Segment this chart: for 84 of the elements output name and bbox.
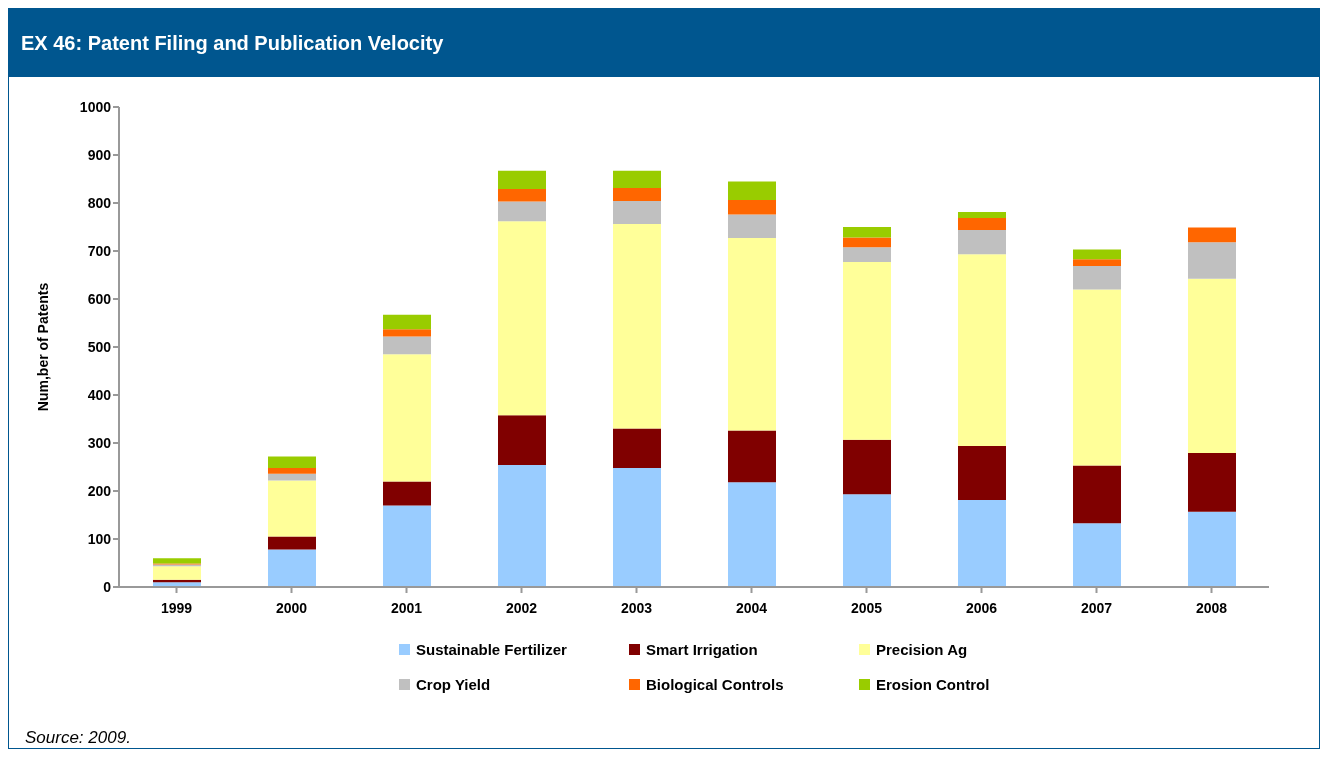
x-tick-label: 2003 [620,599,653,616]
bar [728,214,776,239]
bar [958,500,1006,587]
bar [1188,511,1236,587]
bar [958,229,1006,255]
bar [498,201,546,222]
bar [958,217,1006,230]
bar [1073,289,1121,466]
bar [613,224,661,429]
x-tick-label: 2002 [505,599,538,616]
bar [1188,242,1236,279]
y-tick-label: 600 [87,290,112,307]
y-tick-label: 300 [87,434,112,451]
bar [728,430,776,483]
bar [498,221,546,416]
chart-title: EX 46: Patent Filing and Publication Velocity [9,9,1319,77]
bar [1073,523,1121,587]
bar [728,482,776,587]
y-tick-label: 400 [87,386,112,403]
bar [268,467,316,474]
bar [268,536,316,550]
bar [613,201,661,225]
x-tick-label: 2001 [390,599,423,616]
legend-label: Crop Yield [416,676,491,693]
x-tick-label: 2006 [965,599,998,616]
source-note: Source: 2009. [25,728,131,748]
legend-label: Erosion Control [876,676,990,693]
bar [383,336,431,355]
x-tick-label: 2000 [275,599,308,616]
bar [728,181,776,201]
y-axis-title: Num,ber of Patents [34,282,51,412]
y-tick-label: 200 [87,482,112,499]
y-tick-label: 500 [87,338,112,355]
bar [613,170,661,189]
y-tick-label: 800 [87,194,112,211]
bar [1073,265,1121,290]
bar [153,558,201,564]
bar [498,415,546,466]
bar [383,481,431,506]
bar [843,262,891,440]
bar [1188,278,1236,454]
bar [498,170,546,190]
bar [1188,453,1236,512]
x-tick-label: 2004 [735,599,768,616]
bar [843,439,891,495]
y-tick-label: 900 [87,146,112,163]
bar [843,227,891,238]
bar [383,505,431,587]
legend-label: Sustainable Fertilizer [416,641,567,658]
bar [843,237,891,248]
x-tick-label: 2008 [1195,599,1228,616]
bar [1188,227,1236,243]
bar [958,212,1006,218]
y-tick-label: 700 [87,242,112,259]
bar [268,456,316,468]
bar [1073,249,1121,260]
legend-label: Smart Irrigation [646,641,758,658]
y-tick-label: 1000 [79,98,112,115]
bar [1073,465,1121,524]
bar [1073,259,1121,266]
x-tick-label: 1999 [160,599,193,616]
x-tick-label: 2005 [850,599,883,616]
bar [613,467,661,587]
bar [268,480,316,537]
bar [958,445,1006,501]
bar [383,314,431,330]
bar [843,247,891,263]
bar [153,566,201,580]
y-tick-label: 0 [103,578,112,595]
bar [958,254,1006,446]
legend-label: Biological Controls [646,676,784,693]
x-tick-label: 2007 [1080,599,1113,616]
bar [383,329,431,337]
bar [728,200,776,215]
bar [498,465,546,587]
bar [843,494,891,587]
bar [268,549,316,587]
bar [728,238,776,431]
bar [613,428,661,468]
bar [498,189,546,202]
bar [613,188,661,202]
y-tick-label: 100 [87,530,112,547]
legend-label: Precision Ag [876,641,968,658]
bar [383,354,431,482]
